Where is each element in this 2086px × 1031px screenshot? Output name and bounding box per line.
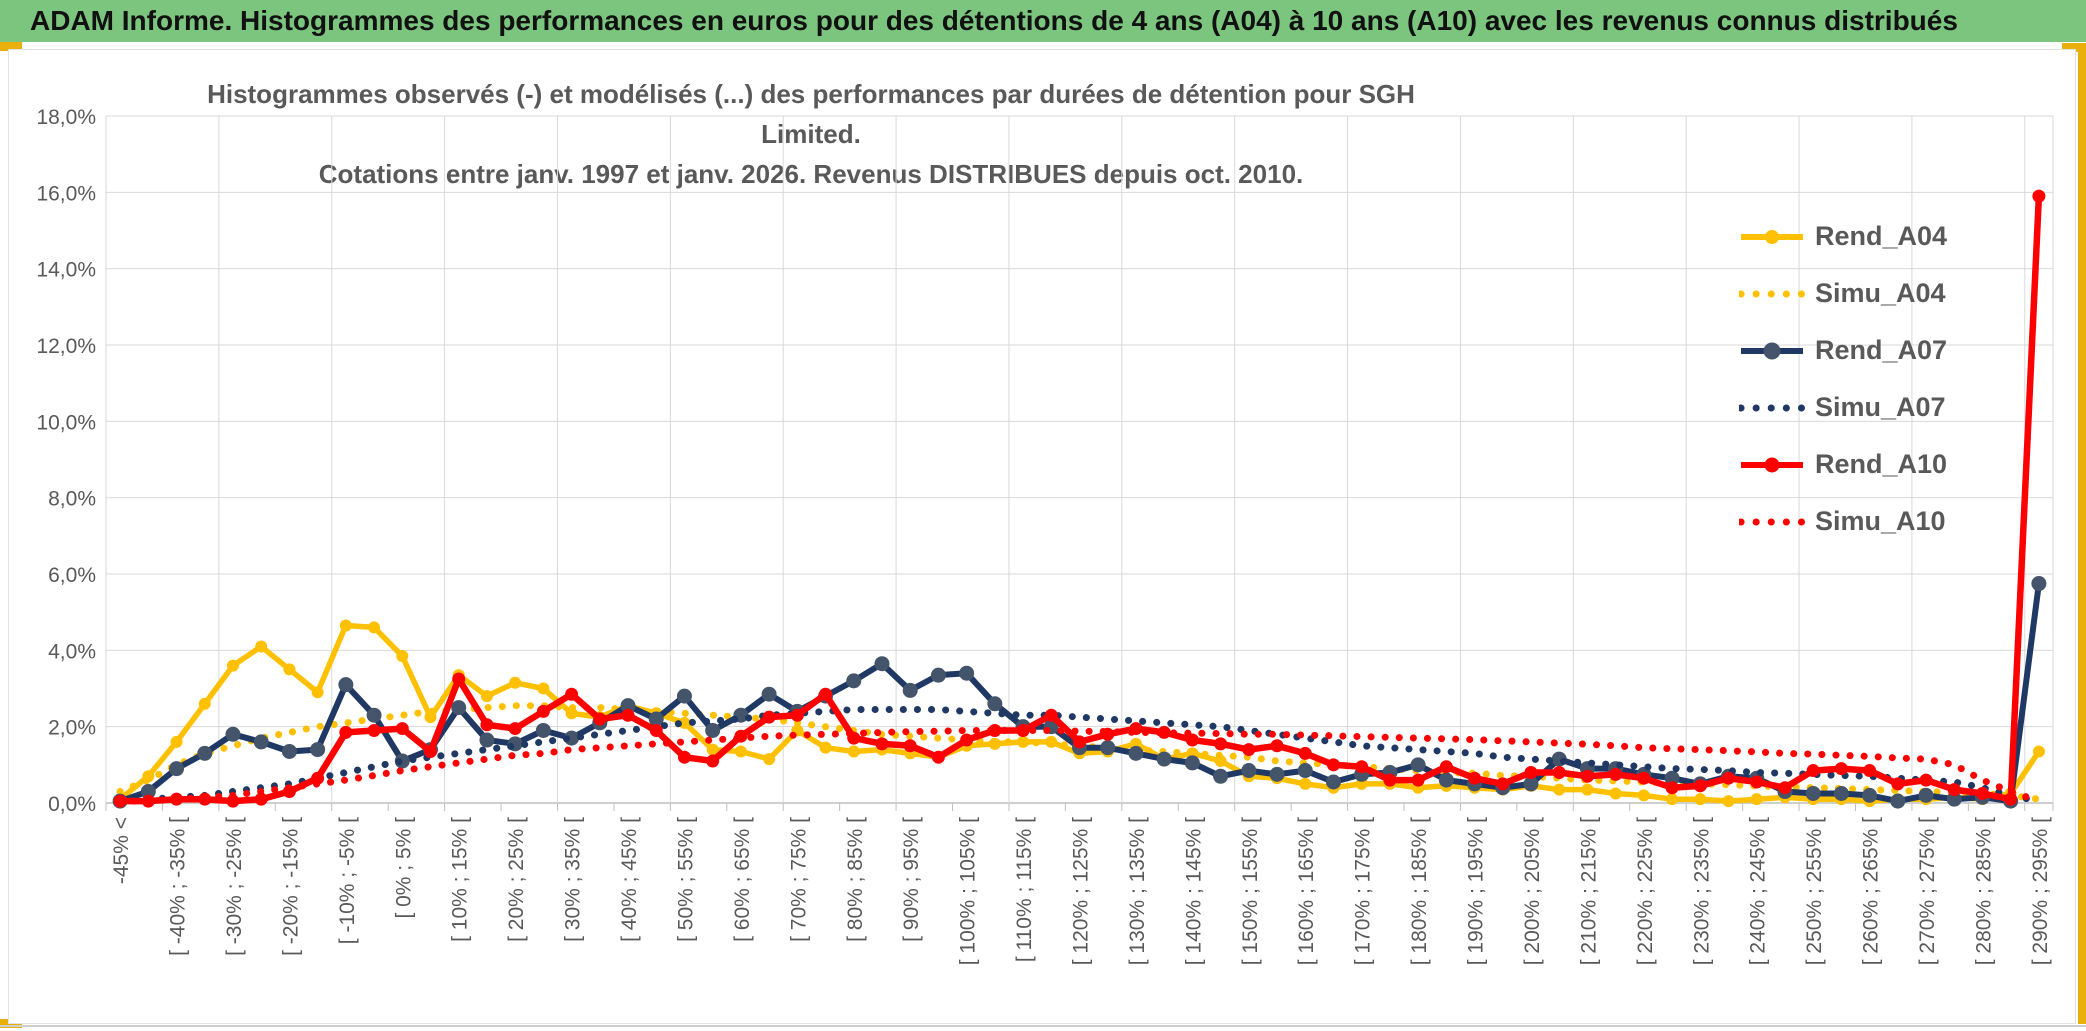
x-axis-tick-label: [ 210% ; 215% [: [1577, 817, 1600, 965]
y-axis-tick-label: 10,0%: [36, 411, 96, 434]
x-axis-tick-label: [ 260% ; 265% [: [1860, 817, 1883, 965]
x-axis-tick-label: [ 80% ; 85% [: [844, 817, 867, 942]
legend-label: Simu_A04: [1815, 278, 1946, 308]
y-axis-tick-label: 14,0%: [36, 259, 96, 282]
x-axis-tick-label: [ -40% ; -35% [: [167, 817, 190, 956]
series-Simu_A10: [116, 727, 2043, 805]
series-Simu_A07: [116, 706, 2043, 805]
x-axis-tick-label: [ 20% ; 25% [: [505, 817, 528, 942]
y-axis-tick-label: 18,0%: [36, 106, 96, 129]
bottom-divider: [0, 1025, 2086, 1027]
y-axis-tick-label: 12,0%: [36, 335, 96, 358]
y-axis-tick-label: 2,0%: [48, 717, 96, 740]
x-axis-tick-label: [ 190% ; 195% [: [1465, 817, 1488, 965]
legend-item-Simu_A10[interactable]: Simu_A10: [1739, 493, 2019, 550]
x-axis-tick-label: [ 200% ; 205% [: [1521, 817, 1544, 965]
x-axis-tick-label: [ 130% ; 135% [: [1126, 817, 1149, 965]
legend-item-Rend_A10[interactable]: Rend_A10: [1739, 436, 2019, 493]
x-axis-tick-label: [ 140% ; 145% [: [1182, 817, 1205, 965]
gold-accent-left: [0, 42, 22, 51]
x-axis-tick-label: [ 280% ; 285% [: [1972, 817, 1995, 965]
legend-label: Rend_A07: [1815, 335, 1948, 365]
y-axis-tick-label: 16,0%: [36, 182, 96, 205]
x-axis-tick-label: [ 100% ; 105% [: [957, 817, 980, 965]
x-axis-tick-label: [ 50% ; 55% [: [674, 817, 697, 942]
legend-label: Simu_A07: [1815, 392, 1946, 422]
legend-swatch-dotted-icon: [1739, 290, 1805, 297]
x-axis-tick-label: [ 110% ; 115% [: [1013, 817, 1036, 962]
x-axis-tick-label: [ 90% ; 95% [: [900, 817, 923, 942]
legend-swatch-dotted-icon: [1739, 404, 1805, 411]
x-axis-tick-label: -45% <: [110, 817, 133, 884]
legend-label: Rend_A10: [1815, 449, 1948, 479]
y-axis-tick-label: 8,0%: [48, 488, 96, 511]
legend-swatch-solid-icon: [1741, 457, 1803, 472]
x-axis-tick-label: [ 120% ; 125% [: [1070, 817, 1093, 965]
legend-swatch-dotted-icon: [1739, 518, 1805, 525]
x-axis-tick-label: [ 40% ; 45% [: [618, 817, 641, 942]
x-axis-tick-label: [ 0% ; 5% [: [392, 817, 415, 919]
y-axis-tick-label: 4,0%: [48, 640, 96, 663]
x-axis-tick-label: [ -10% ; -5% [: [336, 817, 359, 944]
legend-label: Rend_A04: [1815, 221, 1948, 251]
gold-accent-right-strip: [2078, 43, 2086, 1024]
chart-canvas[interactable]: 0,0% 2,0% 4,0% 6,0% 8,0% 10,0% 12,0% 14,0% 16,0%…: [9, 50, 2077, 1023]
chart-legend: Rend_A04 Simu_A04 Rend_A07 Simu_A07 Rend_A10…: [1739, 208, 2019, 550]
x-axis-tick-label: [ 180% ; 185% [: [1408, 817, 1431, 965]
series-Rend_A07: [119, 583, 2042, 805]
x-axis-tick-label: [ 240% ; 245% [: [1747, 817, 1770, 965]
chart-title-line1: Histogrammes observés (-) et modélisés (…: [207, 79, 1415, 149]
legend-item-Rend_A07[interactable]: Rend_A07: [1739, 322, 2019, 379]
legend-swatch-solid-icon: [1741, 342, 1803, 359]
x-axis-tick-label: [ 30% ; 35% [: [562, 817, 585, 942]
legend-item-Simu_A07[interactable]: Simu_A07: [1739, 379, 2019, 436]
x-axis-tick-label: [ 150% ; 155% [: [1239, 817, 1262, 965]
y-axis-tick-label: 0,0%: [48, 793, 96, 816]
title-bar: ADAM Informe. Histogrammes des performan…: [0, 0, 2086, 42]
x-axis-tick-label: [ 60% ; 65% [: [731, 817, 754, 942]
chart-title-line2: Cotations entre janv. 1997 et janv. 2026…: [318, 159, 1304, 189]
x-axis-tick-label: [ 230% ; 235% [: [1690, 817, 1713, 965]
x-axis-tick-label: [ 70% ; 75% [: [787, 817, 810, 942]
x-axis-tick-label: [ 160% ; 165% [: [1295, 817, 1318, 965]
x-axis-tick-label: [ 250% ; 255% [: [1803, 817, 1826, 965]
x-axis-tick-label: [ 270% ; 275% [: [1916, 817, 1939, 965]
x-axis-tick-label: [ 170% ; 175% [: [1352, 817, 1375, 965]
page-title: ADAM Informe. Histogrammes des performan…: [30, 5, 1958, 36]
chart-area: Histogrammes observés (-) et modélisés (…: [8, 49, 2076, 1024]
x-axis-tick-label: [ 10% ; 15% [: [449, 817, 472, 942]
legend-item-Rend_A04[interactable]: Rend_A04: [1739, 208, 2019, 265]
x-axis-tick-label: [ 220% ; 225% [: [1634, 817, 1657, 965]
chart-title: Histogrammes observés (-) et modélisés (…: [206, 74, 1416, 194]
x-axis-tick-label: [ -30% ; -25% [: [223, 817, 246, 956]
legend-label: Simu_A10: [1815, 506, 1946, 536]
x-axis-tick-label: [ -20% ; -15% [: [279, 817, 302, 956]
legend-item-Simu_A04[interactable]: Simu_A04: [1739, 265, 2019, 322]
legend-swatch-solid-icon: [1741, 229, 1803, 244]
y-axis-tick-label: 6,0%: [48, 564, 96, 587]
x-axis-tick-label: [ 290% ; 295% [: [2029, 817, 2052, 965]
gold-accent-right: [2062, 43, 2086, 52]
